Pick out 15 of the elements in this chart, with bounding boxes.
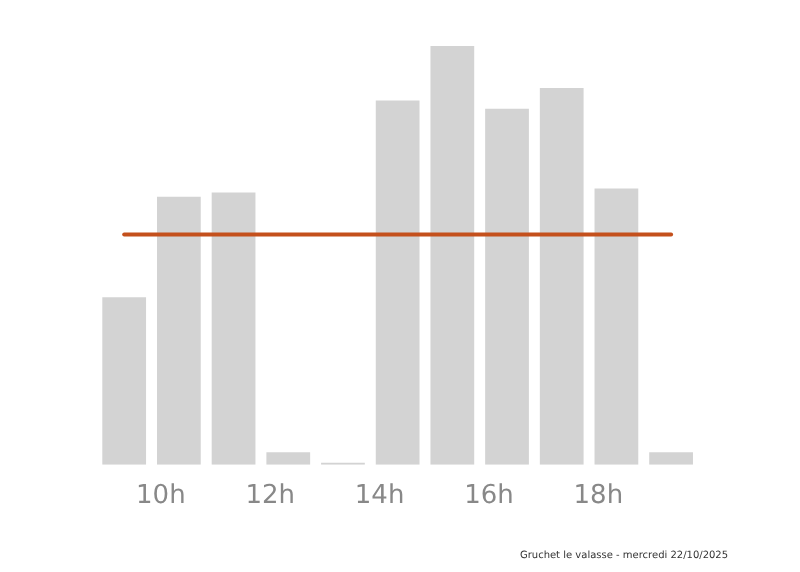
x-tick-label: 12h xyxy=(245,481,295,512)
bar xyxy=(102,297,147,465)
x-tick-label: 16h xyxy=(464,481,514,512)
bar xyxy=(375,100,420,465)
bar xyxy=(649,452,693,465)
bar xyxy=(157,196,201,465)
bar xyxy=(594,188,639,465)
bar xyxy=(485,108,529,465)
bar xyxy=(539,87,584,465)
bar xyxy=(266,452,311,465)
x-tick-label: 18h xyxy=(573,481,624,512)
bar xyxy=(211,192,256,465)
x-tick-label: 10h xyxy=(136,481,186,512)
bar xyxy=(430,46,475,465)
x-tick-label: 14h xyxy=(354,481,405,512)
